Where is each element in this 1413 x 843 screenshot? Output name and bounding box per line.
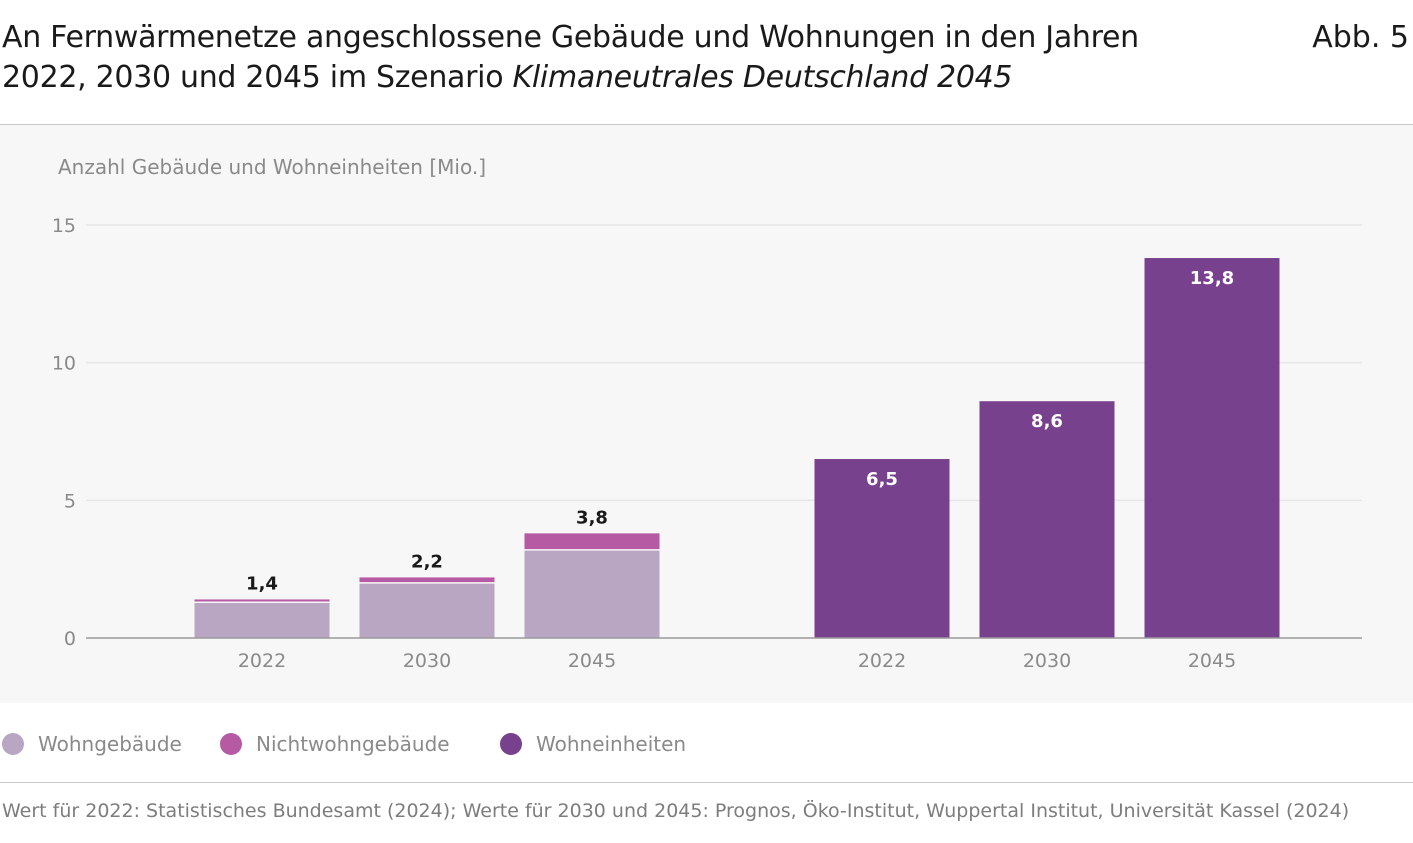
legend-item-wohneinheiten: Wohneinheiten — [500, 728, 686, 760]
bar-nichtwohngebaeude-2022 — [194, 599, 330, 603]
legend-swatch-wohngebaeude — [2, 733, 24, 755]
legend-label-nichtwohngebaeude: Nichtwohngebäude — [256, 732, 450, 756]
y-tick-label-15: 15 — [52, 215, 76, 237]
y-tick-label-5: 5 — [64, 490, 76, 512]
x-tick-label-gebaeude-2045: 2045 — [568, 650, 616, 672]
legend-label-wohneinheiten: Wohneinheiten — [536, 732, 687, 756]
bar-wohneinheiten-2045 — [1144, 258, 1280, 638]
bar-chart: Anzahl Gebäude und Wohneinheiten [Mio.] 0… — [52, 155, 1362, 672]
legend-item-nichtwohngebaeude: Nichtwohngebäude — [220, 728, 450, 760]
bar-wohngebaeude-2045 — [524, 549, 660, 638]
legend-label-wohngebaeude: Wohngebäude — [38, 732, 182, 756]
x-tick-label-wohneinheiten-2030: 2030 — [1023, 650, 1071, 672]
x-tick-label-gebaeude-2030: 2030 — [403, 650, 451, 672]
bar-wohneinheiten-2022 — [814, 459, 950, 638]
chart-title-main: An Fernwärmenetze angeschlossene Gebäude… — [2, 20, 1139, 95]
y-axis-title: Anzahl Gebäude und Wohneinheiten [Mio.] — [58, 155, 486, 179]
source-note: Wert für 2022: Statistisches Bundesamt (… — [2, 800, 1350, 822]
bottom-divider — [0, 782, 1413, 783]
data-label-wohneinheiten-2022: 6,5 — [866, 469, 898, 490]
top-divider — [0, 124, 1413, 125]
x-tick-label-wohneinheiten-2022: 2022 — [858, 650, 906, 672]
data-label-gebaeude-2022: 1,4 — [246, 573, 278, 594]
data-label-wohneinheiten-2045: 13,8 — [1190, 268, 1234, 289]
bar-wohneinheiten-2030 — [979, 401, 1115, 638]
data-label-gebaeude-2030: 2,2 — [411, 551, 443, 572]
legend-swatch-nichtwohngebaeude — [220, 733, 242, 755]
bar-nichtwohngebaeude-2030 — [359, 577, 495, 583]
x-tick-label-wohneinheiten-2045: 2045 — [1188, 650, 1236, 672]
bar-wohngebaeude-2030 — [359, 582, 495, 638]
data-label-gebaeude-2045: 3,8 — [576, 507, 608, 528]
y-tick-label-0: 0 — [64, 628, 76, 650]
data-label-wohneinheiten-2030: 8,6 — [1031, 411, 1063, 432]
legend-item-wohngebaeude: Wohngebäude — [2, 728, 182, 760]
bar-wohngebaeude-2022 — [194, 602, 330, 638]
figure-label: Abb. 5 — [1312, 20, 1409, 55]
chart-title-scenario: Klimaneutrales Deutschland 2045 — [512, 60, 1013, 95]
chart-title: An Fernwärmenetze angeschlossene Gebäude… — [2, 18, 1222, 98]
x-tick-label-gebaeude-2022: 2022 — [238, 650, 286, 672]
bar-nichtwohngebaeude-2045 — [524, 533, 660, 550]
y-tick-label-10: 10 — [52, 353, 76, 375]
legend-swatch-wohneinheiten — [500, 733, 522, 755]
